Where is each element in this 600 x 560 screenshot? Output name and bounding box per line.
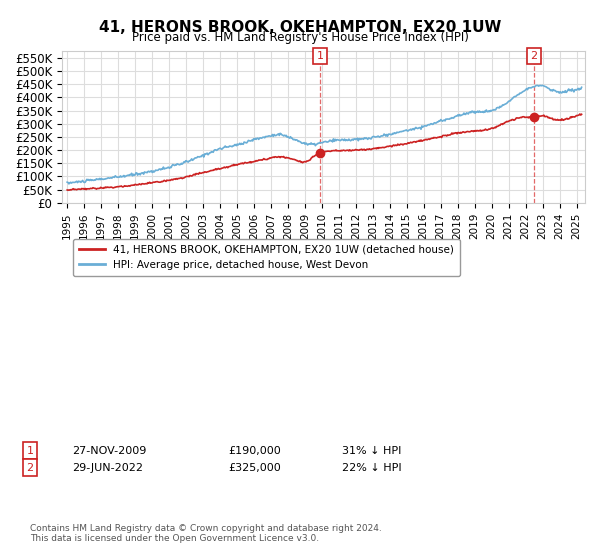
Text: 29-JUN-2022: 29-JUN-2022 xyxy=(72,463,143,473)
Text: £190,000: £190,000 xyxy=(228,446,281,456)
Text: 27-NOV-2009: 27-NOV-2009 xyxy=(72,446,146,456)
Text: 31% ↓ HPI: 31% ↓ HPI xyxy=(342,446,401,456)
Text: 41, HERONS BROOK, OKEHAMPTON, EX20 1UW: 41, HERONS BROOK, OKEHAMPTON, EX20 1UW xyxy=(99,20,501,35)
Text: 2: 2 xyxy=(26,463,34,473)
Legend: 41, HERONS BROOK, OKEHAMPTON, EX20 1UW (detached house), HPI: Average price, det: 41, HERONS BROOK, OKEHAMPTON, EX20 1UW (… xyxy=(73,239,460,276)
Text: Price paid vs. HM Land Registry's House Price Index (HPI): Price paid vs. HM Land Registry's House … xyxy=(131,31,469,44)
Text: Contains HM Land Registry data © Crown copyright and database right 2024.
This d: Contains HM Land Registry data © Crown c… xyxy=(30,524,382,543)
Text: 2: 2 xyxy=(530,51,538,61)
Text: 1: 1 xyxy=(26,446,34,456)
Text: £325,000: £325,000 xyxy=(228,463,281,473)
Text: 22% ↓ HPI: 22% ↓ HPI xyxy=(342,463,401,473)
Text: 1: 1 xyxy=(317,51,323,61)
